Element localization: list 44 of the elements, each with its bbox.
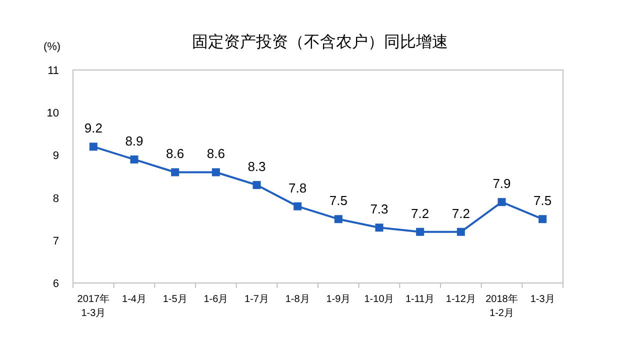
point bbox=[89, 142, 98, 151]
y-tick-label: 6 bbox=[52, 278, 59, 290]
y-tick-label: 8 bbox=[52, 192, 59, 205]
x-tick-label: 1-10月 bbox=[364, 294, 394, 305]
x-tick-label: 1-9月 bbox=[326, 294, 351, 305]
data-label: 7.9 bbox=[492, 176, 511, 192]
x-tick-label: 1-4月 bbox=[122, 294, 146, 305]
point bbox=[375, 224, 384, 232]
x-tick-label: 1-11月 bbox=[405, 294, 435, 305]
y-tick-label: 9 bbox=[52, 150, 59, 162]
y-tick-label: 11 bbox=[48, 65, 59, 77]
data-label: 8.6 bbox=[206, 146, 225, 162]
data-label: 7.2 bbox=[411, 206, 430, 221]
x-tick-label: 1-8月 bbox=[285, 294, 310, 305]
data-label: 8.9 bbox=[125, 133, 144, 148]
point bbox=[456, 228, 465, 236]
point bbox=[252, 181, 261, 190]
data-label: 7.3 bbox=[370, 202, 388, 217]
point bbox=[212, 168, 220, 176]
y-axis-title: (%) bbox=[43, 41, 61, 53]
data-label: 8.6 bbox=[166, 146, 184, 162]
point bbox=[498, 198, 506, 206]
x-tick-label: 1-12月 bbox=[446, 294, 476, 305]
point bbox=[171, 168, 180, 176]
point bbox=[294, 202, 302, 210]
point bbox=[538, 215, 547, 224]
data-label: 7.2 bbox=[452, 206, 470, 221]
x-tick-label: 1-5月 bbox=[162, 294, 188, 305]
x-tick-label: 2018年 1-2月 bbox=[486, 293, 518, 319]
data-label: 8.3 bbox=[248, 159, 266, 174]
data-label: 7.5 bbox=[329, 193, 348, 208]
x-tick-label: 2017年 1-3月 bbox=[77, 293, 110, 319]
chart-title: 固定资产投资（不含农户）同比增速 bbox=[192, 33, 448, 51]
y-tick-label: 7 bbox=[52, 235, 59, 248]
x-tick-label: 1-7月 bbox=[244, 294, 269, 305]
data-label: 7.8 bbox=[288, 180, 307, 196]
y-tick-label: 10 bbox=[46, 108, 59, 120]
x-tick-label: 1-6月 bbox=[204, 294, 228, 305]
point bbox=[416, 228, 424, 236]
x-tick-label: 1-3月 bbox=[530, 294, 555, 305]
point bbox=[334, 215, 342, 224]
point bbox=[130, 155, 138, 164]
data-label: 7.5 bbox=[534, 193, 552, 208]
data-label: 9.2 bbox=[84, 120, 102, 136]
